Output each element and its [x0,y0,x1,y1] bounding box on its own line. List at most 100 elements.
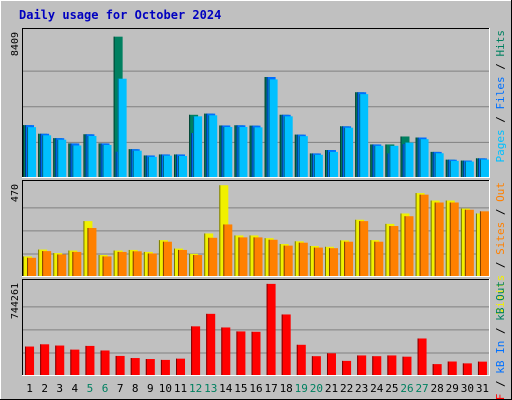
legend: kB F / kB In / kB Out [494,281,507,400]
bar-shadow [374,145,376,178]
bar-shadow [477,361,479,376]
bar-shadow [234,235,236,277]
bar-shadow [283,245,285,277]
bar-shadow [42,251,44,277]
bar-kb-f-day-25 [387,355,397,376]
bar-kb-f-day-15 [236,331,246,376]
bar-shadow [445,200,447,277]
bar-sites-day-10 [162,241,172,277]
chart-title: Daily usage for October 2024 [19,8,221,22]
bar-shadow [311,356,313,376]
bar-shadow [415,137,417,178]
legend-entry: Sites [494,222,507,255]
bar-shadow [87,135,89,178]
bar-shadow [130,358,132,376]
bar-shadow [234,125,236,178]
x-tick-label: 26 [400,382,413,395]
bar-shadow [479,159,481,178]
bar-shadow [477,158,479,178]
bar-shadow [385,223,387,277]
bar-shadow [219,125,221,178]
bar-shadow [23,256,25,277]
bar-pages-day-27 [419,139,429,178]
legend-entry: / [494,57,507,77]
bar-shadow [191,133,193,178]
bar-pages-day-29 [449,160,459,178]
bar-shadow [296,344,298,376]
bar-pages-day-8 [132,150,142,178]
bar-kb-f-day-10 [160,359,170,376]
bar-pages-day-25 [389,145,399,178]
bar-shadow [432,151,434,178]
bar-shadow [264,238,266,277]
bar-shadow [415,193,417,277]
bar-sites-day-21 [328,248,338,277]
bar-sites-day-28 [434,202,444,277]
legend-entry: / [494,374,507,394]
bar-sites-day-31 [479,211,489,277]
bar-shadow [460,160,462,178]
bar-shadow [357,92,359,178]
legend-entry: / [494,321,507,341]
x-tick-label: 13 [204,382,217,395]
bar-shadow [447,159,449,178]
bar-sites-day-29 [449,202,459,277]
bar-shadow [430,200,432,277]
bar-shadow [434,202,436,277]
bar-kb-f-day-20 [311,356,321,376]
bar-kb-f-day-12 [191,326,201,376]
legend-entry: kB Out [494,281,507,321]
bar-sites-day-22 [344,241,354,277]
bar-kb-f-day-5 [85,345,95,376]
bar-shadow [147,156,149,178]
bar-pages-day-23 [359,94,369,178]
bar-shadow [57,139,59,178]
legend-entry: Visits [494,275,507,315]
bar-shadow [387,355,389,376]
bar-kb-f-day-8 [130,358,140,376]
bar-shadow [98,255,100,277]
bar-kb-f-day-13 [206,313,216,376]
bar-shadow [281,114,283,178]
bar-shadow [294,134,296,178]
bar-sites-day-24 [374,241,384,277]
bar-sites-day-14 [223,224,233,277]
bar-kb-f-day-29 [447,361,457,376]
bar-shadow [296,134,298,178]
bar-shadow [100,143,102,178]
x-tick-label: 24 [370,382,384,395]
bar-shadow [253,237,255,277]
bar-pages-day-26 [404,142,414,178]
bar-shadow [355,219,357,277]
bar-kb-f-day-7 [115,355,125,376]
bar-shadow [462,363,464,376]
legend-entry: Files [494,76,507,109]
bar-shadow [113,250,115,277]
bar-shadow [313,247,315,277]
bar-pages-day-4 [72,145,82,178]
bar-shadow [204,113,206,178]
bar-kb-f-day-17 [266,283,276,376]
bar-kb-f-day-27 [417,338,427,376]
y-axis-max-label: 8409 [10,32,21,56]
x-tick-label: 21 [325,382,338,395]
x-axis-labels: 1 2 3 4 5 6 7 8 9 10 11 12 13 14 15 16 17 18 19 20 21 22 23 24 2… [26,382,489,395]
bar-shadow [206,113,208,178]
bar-shadow [417,137,419,178]
bar-kb-f-day-23 [357,355,367,376]
bar-shadow [264,77,266,178]
bar-shadow [236,125,238,178]
bar-shadow [221,125,223,178]
bar-shadow [324,150,326,178]
bar-shadow [23,125,25,178]
bar-pages-day-14 [223,126,233,178]
bar-shadow [162,241,164,277]
legend-entry: Out [494,182,507,202]
bar-sites-day-19 [298,242,308,277]
x-tick-label: 28 [431,382,444,395]
bar-sites-day-9 [147,253,157,277]
bar-sites-day-20 [313,247,323,277]
bar-sites-day-23 [359,221,369,277]
bar-shadow [55,345,57,376]
